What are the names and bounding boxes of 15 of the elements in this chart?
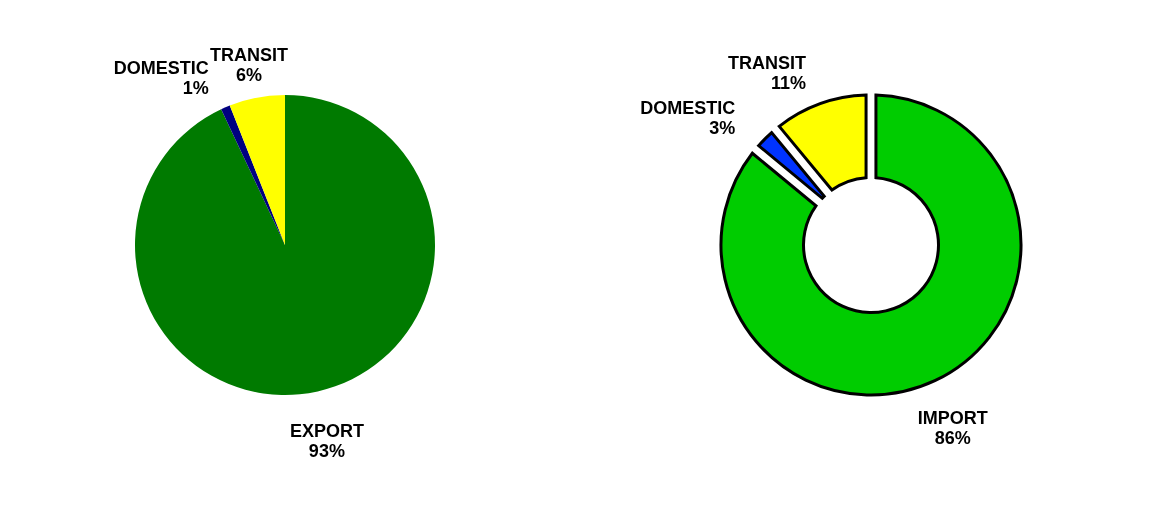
pie-slice (221, 105, 285, 245)
slice-label: IMPORT (917, 407, 988, 428)
data-label: 6% (236, 65, 263, 86)
pie-slice (135, 95, 435, 395)
slice-label: EXPORT (289, 421, 364, 442)
slice-label: DOMESTIC (113, 57, 209, 78)
data-label: 86% (934, 427, 971, 448)
data-label: 93% (308, 441, 345, 462)
pie-slice (229, 95, 285, 245)
data-label: 3% (709, 118, 736, 139)
slice-label: TRANSIT (210, 45, 289, 66)
data-label: 11% (770, 73, 806, 94)
data-label: 1% (182, 77, 209, 98)
slice-label: DOMESTIC (640, 98, 736, 119)
slice-label: TRANSIT (727, 53, 806, 74)
